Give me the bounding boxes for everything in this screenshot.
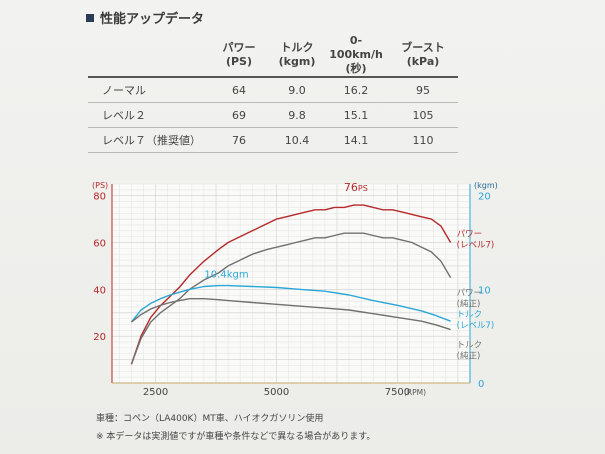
table-header-torque: トルク (kgm) <box>270 34 324 78</box>
cell-power: 69 <box>208 102 270 128</box>
cell-acceleration: 16.2 <box>324 76 388 103</box>
cell-torque: 9.0 <box>270 76 324 103</box>
note-disclaimer: ※ 本データは実測値ですが車種や条件などで異なる場合があります。 <box>96 432 376 442</box>
series-label: (レベル7) <box>457 321 495 331</box>
table-header-row: パワー (PS) トルク (kgm) 0-100km/h (秒) ブースト (k… <box>88 34 458 78</box>
series-label: (レベル7) <box>457 241 495 251</box>
header-line1: ブースト <box>401 41 445 54</box>
header-line2: (kPa) <box>406 55 440 68</box>
annotation-peak-torque: 10.4kgm <box>204 270 248 281</box>
x-tick-label: 7500 <box>385 387 410 398</box>
y-left-tick-label: 80 <box>93 192 106 203</box>
y-left-unit-label: (PS) <box>92 181 108 190</box>
header-line1: トルク <box>280 41 314 54</box>
row-label: レベル７（推奨値） <box>88 127 208 153</box>
series-line <box>130 298 451 331</box>
annotation-peak-power: 76 <box>344 181 358 194</box>
y-right-unit-label: (kgm) <box>474 181 498 190</box>
table-row: レベル２ 69 9.8 15.1 105 <box>88 102 458 128</box>
series-label: パワー <box>457 289 483 299</box>
header-line2: (PS) <box>225 55 253 68</box>
cell-acceleration: 15.1 <box>324 102 388 128</box>
cell-torque: 9.8 <box>270 102 324 128</box>
performance-table: パワー (PS) トルク (kgm) 0-100km/h (秒) ブースト (k… <box>88 34 458 153</box>
row-label: ノーマル <box>88 76 208 103</box>
table-row: レベル７（推奨値） 76 10.4 14.1 110 <box>88 127 458 153</box>
table-header-power: パワー (PS) <box>208 34 270 78</box>
annotation-peak-power-unit: PS <box>358 184 368 193</box>
header-line1: 0-100km/h <box>329 34 383 61</box>
table-header-boost: ブースト (kPa) <box>388 34 458 78</box>
cell-torque: 10.4 <box>270 127 324 153</box>
section-title: 性能アップデータ <box>86 8 204 27</box>
table-header-acceleration: 0-100km/h (秒) <box>324 34 388 78</box>
cell-boost: 105 <box>388 102 458 128</box>
cell-power: 76 <box>208 127 270 153</box>
square-bullet-icon <box>86 13 94 22</box>
cell-power: 64 <box>208 76 270 103</box>
series-line <box>130 284 451 323</box>
y-left-tick-label: 60 <box>93 239 106 250</box>
series-label: (純正) <box>457 351 481 362</box>
cell-boost: 110 <box>388 127 458 153</box>
header-line2: (秒) <box>345 62 367 75</box>
x-tick-label: 2500 <box>143 387 168 398</box>
series-line <box>130 232 452 365</box>
section-title-text: 性能アップデータ <box>100 12 205 27</box>
header-line1: パワー <box>222 41 256 54</box>
table-header-blank <box>88 34 208 78</box>
note-vehicle: 車種：コペン（LA400K）MT車、ハイオクガソリン使用 <box>96 414 324 424</box>
series-label: トルク <box>457 310 483 320</box>
y-right-tick-label: 10 <box>478 285 491 296</box>
x-tick-label: 5000 <box>264 387 289 398</box>
series-label: パワー <box>457 230 483 240</box>
y-right-tick-label: 20 <box>478 192 491 203</box>
header-line2: (kgm) <box>278 55 316 68</box>
row-label: レベル２ <box>88 102 208 128</box>
cell-acceleration: 14.1 <box>324 127 388 153</box>
x-unit-label: (RPM) <box>404 388 426 397</box>
y-left-tick-label: 20 <box>93 332 106 343</box>
table-row: ノーマル 64 9.0 16.2 95 <box>88 76 458 103</box>
y-right-tick-label: 0 <box>478 379 484 390</box>
series-label: (純正) <box>457 299 481 310</box>
series-label: トルク <box>457 341 483 351</box>
series-line <box>130 204 452 365</box>
cell-boost: 95 <box>388 76 458 103</box>
y-left-tick-label: 40 <box>93 285 106 296</box>
